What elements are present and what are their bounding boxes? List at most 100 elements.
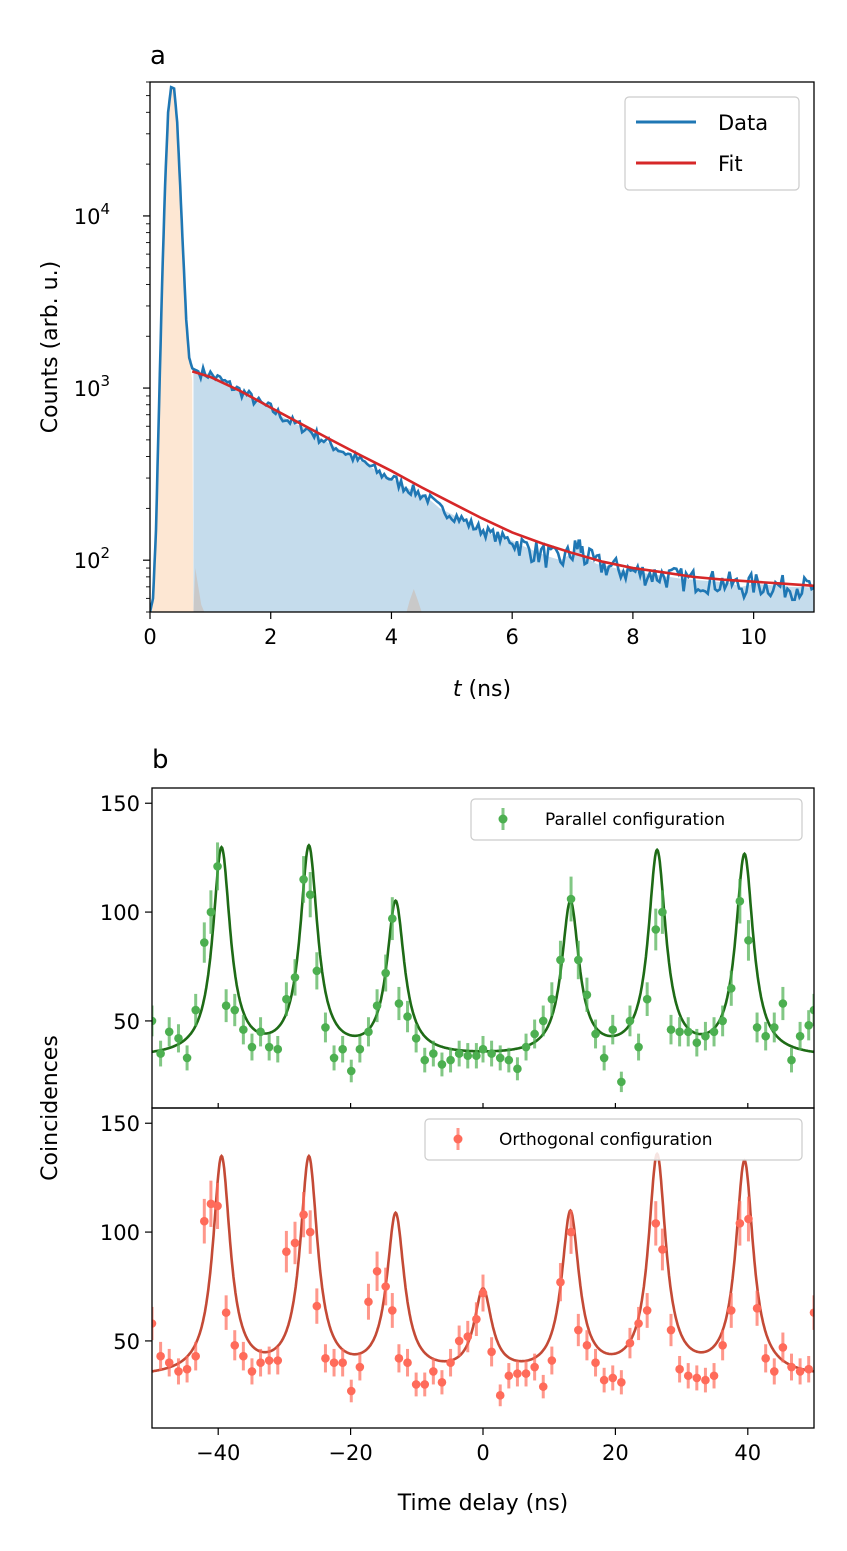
orthogonal-data-point <box>437 1377 447 1387</box>
orthogonal-data-point <box>152 1319 157 1328</box>
panel-b-parallel-plot-area <box>152 842 814 1093</box>
parallel-data-point <box>582 990 592 1000</box>
x-tick-label: 20 <box>602 1441 629 1465</box>
parallel-data-point <box>364 1027 373 1037</box>
parallel-data-point <box>338 1044 347 1054</box>
y-tick-label: 102 <box>74 544 110 573</box>
y-tick-label: 103 <box>74 372 110 401</box>
orthogonal-data-point <box>191 1351 200 1361</box>
panel-b-y-axis-label: Coincidences <box>38 1035 63 1181</box>
legend-orthogonal-marker <box>453 1134 463 1144</box>
parallel-data-point <box>411 1034 421 1043</box>
orthogonal-data-point <box>478 1288 488 1298</box>
panel-a-x-ticks: 0 2 4 6 8 10 <box>143 612 767 649</box>
orthogonal-data-point <box>403 1358 412 1367</box>
parallel-data-point <box>513 1064 522 1074</box>
decay-fill-area <box>192 368 814 612</box>
parallel-data-point <box>566 894 576 904</box>
parallel-data-point <box>381 968 390 978</box>
panel-b-orthogonal-plot-area <box>152 1151 814 1407</box>
parallel-data-point <box>778 999 788 1008</box>
legend-fit-label: Fit <box>718 152 743 176</box>
parallel-data-point <box>472 1051 481 1061</box>
parallel-data-point <box>675 1027 684 1037</box>
parallel-data-point <box>290 973 300 982</box>
orthogonal-data-point <box>617 1377 626 1387</box>
x-tick-label: −40 <box>196 1441 240 1465</box>
panel-b-orthogonal-legend: Orthogonal configuration <box>424 1118 803 1161</box>
orthogonal-data-point <box>701 1375 710 1385</box>
panel-label-b: b <box>152 745 169 775</box>
parallel-data-point <box>156 1049 165 1058</box>
orthogonal-data-point <box>338 1358 347 1367</box>
legend-orthogonal-label: Orthogonal configuration <box>499 1130 713 1150</box>
panel-b-x-ticks: −40 −20 0 20 40 <box>196 1103 761 1465</box>
parallel-data-point <box>608 1025 618 1034</box>
parallel-data-point <box>761 1031 770 1041</box>
x-tick-label: 4 <box>385 625 398 649</box>
orthogonal-fit-line <box>152 1151 814 1373</box>
orthogonal-data-point <box>530 1362 539 1372</box>
parallel-data-point <box>403 1012 412 1021</box>
panel-b-parallel-legend: Parallel configuration <box>470 798 803 841</box>
parallel-data-point <box>329 1053 339 1063</box>
parallel-data-point <box>152 1016 157 1026</box>
orthogonal-data-point <box>513 1369 522 1378</box>
parallel-data-point <box>809 1005 814 1015</box>
orthogonal-data-point <box>312 1301 322 1311</box>
panel-a-legend: Data Fit <box>624 96 800 191</box>
parallel-data-point <box>478 1044 488 1054</box>
orthogonal-data-point <box>230 1340 240 1350</box>
parallel-data-point <box>692 1038 702 1047</box>
panel-a-plot-area <box>150 85 814 612</box>
orthogonal-data-point <box>256 1358 265 1367</box>
orthogonal-data-point <box>675 1364 684 1374</box>
panel-b-parallel-y-ticks: 50 100 150 <box>100 792 152 1034</box>
orthogonal-data-point <box>364 1297 373 1307</box>
orthogonal-data-point <box>651 1219 661 1228</box>
parallel-data-point <box>206 907 216 917</box>
orthogonal-data-point <box>599 1375 609 1385</box>
parallel-data-point <box>556 955 565 965</box>
parallel-data-point <box>312 966 322 976</box>
x-tick-label: 10 <box>740 625 767 649</box>
parallel-data-point <box>164 1027 174 1037</box>
orthogonal-data-point <box>521 1369 531 1378</box>
parallel-data-point <box>230 1005 240 1015</box>
panel-a-x-axis-label-units: (ns) <box>462 677 512 702</box>
legend-parallel-label: Parallel configuration <box>545 810 725 830</box>
data-series-line <box>150 85 814 612</box>
parallel-data-point <box>273 1044 283 1054</box>
parallel-data-point <box>282 994 291 1004</box>
orthogonal-data-point <box>472 1314 481 1324</box>
x-tick-label: −20 <box>328 1441 372 1465</box>
orthogonal-data-point <box>174 1367 183 1376</box>
orthogonal-data-point <box>429 1367 438 1376</box>
orthogonal-data-point <box>787 1362 796 1372</box>
orthogonal-data-point <box>718 1340 727 1350</box>
parallel-data-point <box>299 875 308 884</box>
parallel-data-point <box>701 1031 710 1041</box>
panel-a-y-ticks: 102 103 104 <box>74 81 150 613</box>
parallel-data-point <box>735 896 745 906</box>
orthogonal-data-point <box>182 1364 192 1374</box>
background-bump-1 <box>406 589 422 612</box>
orthogonal-data-point <box>213 1201 222 1211</box>
x-tick-label: 8 <box>626 625 639 649</box>
parallel-data-point <box>305 890 315 899</box>
parallel-data-point <box>726 983 736 993</box>
parallel-data-point <box>454 1049 464 1058</box>
panel-a-y-axis-label: Counts (arb. u.) <box>38 261 63 433</box>
orthogonal-data-point <box>625 1338 635 1348</box>
parallel-data-point <box>658 907 667 917</box>
orthogonal-data-point <box>538 1382 548 1391</box>
orthogonal-data-point <box>608 1373 618 1383</box>
orthogonal-data-point <box>574 1325 583 1335</box>
y-tick-exponent: 2 <box>100 544 110 562</box>
orthogonal-data-point <box>273 1356 283 1365</box>
background-bump-0 <box>193 568 205 612</box>
parallel-data-point <box>651 925 661 934</box>
parallel-data-point <box>538 1016 548 1026</box>
x-tick-label: 6 <box>505 625 518 649</box>
